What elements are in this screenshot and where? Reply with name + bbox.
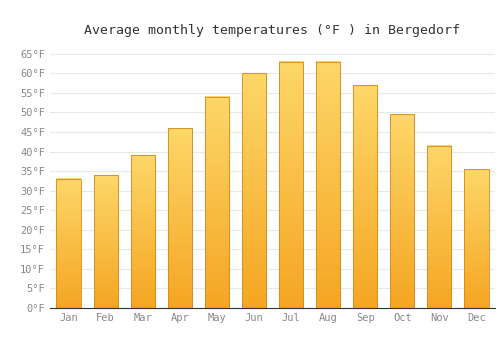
Bar (130, 155, 155, 308)
Title: Average monthly temperatures (°F ) in Bergedorf: Average monthly temperatures (°F ) in Be… (84, 24, 460, 37)
Bar (94, 175, 118, 308)
Bar (279, 62, 303, 308)
Bar (56, 179, 80, 308)
Bar (428, 146, 452, 308)
Bar (242, 73, 266, 308)
Bar (464, 169, 488, 308)
Bar (353, 85, 378, 308)
Bar (316, 62, 340, 308)
Bar (390, 114, 414, 308)
Bar (168, 128, 192, 308)
Bar (205, 97, 229, 308)
